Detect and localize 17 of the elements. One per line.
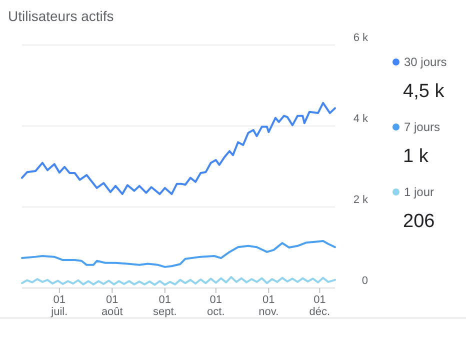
x-tick-label: 01 déc. — [309, 294, 330, 318]
chart-title: Utilisateurs actifs — [8, 8, 114, 24]
x-tick-label: 01 nov. — [258, 294, 279, 318]
x-tick-label: 01 juil. — [50, 294, 68, 318]
legend-label: 7 jours — [404, 120, 440, 134]
y-tick-label: 4 k — [353, 113, 368, 125]
y-tick-label: 2 k — [353, 194, 368, 206]
legend-label: 30 jours — [404, 55, 447, 69]
text: 206 — [403, 211, 435, 232]
y-tick-label: 6 k — [353, 32, 368, 44]
text: 4,5 k — [403, 81, 445, 102]
y-tick-label: 0 — [362, 275, 368, 287]
x-tick-label: 01 sept. — [152, 294, 177, 318]
text: 1 k — [403, 146, 429, 167]
x-tick-label: 01 oct. — [207, 294, 225, 318]
legend-label: 1 jour — [404, 185, 434, 199]
x-tick-label: 01 août — [101, 294, 123, 318]
